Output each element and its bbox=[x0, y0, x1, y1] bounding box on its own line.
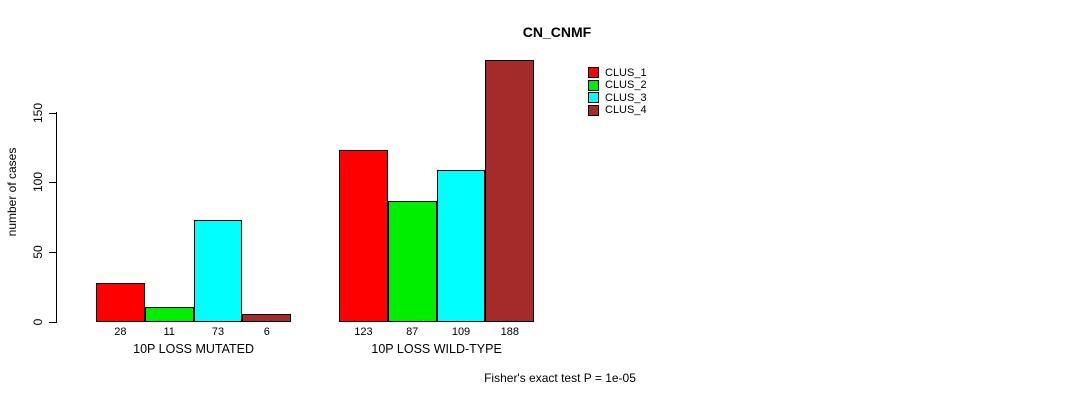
bar-value-label: 6 bbox=[263, 326, 270, 338]
legend-label: CLUS_4 bbox=[605, 104, 647, 117]
bar-clus_1-group1 bbox=[96, 282, 145, 322]
legend-swatch-icon bbox=[588, 92, 599, 104]
legend-item-clus_3: CLUS_3 bbox=[588, 91, 647, 104]
chart-title: CN_CNMF bbox=[522, 24, 592, 40]
y-tick-label: 150 bbox=[31, 102, 45, 123]
y-tick-label: 0 bbox=[31, 318, 45, 326]
y-tick-mark bbox=[49, 182, 57, 184]
legend-swatch-icon bbox=[588, 67, 599, 78]
group-label: 10P LOSS WILD-TYPE bbox=[371, 342, 502, 356]
y-tick-mark bbox=[49, 322, 57, 323]
bar-clus_4-group1 bbox=[242, 313, 292, 322]
legend-swatch-icon bbox=[588, 104, 599, 116]
bar-value-label: 73 bbox=[211, 326, 225, 338]
bar-value-label: 109 bbox=[451, 326, 471, 338]
bar-clus_2-group2 bbox=[387, 200, 437, 322]
bar-clus_2-group1 bbox=[144, 306, 194, 322]
bar-value-label: 11 bbox=[163, 326, 175, 338]
y-tick-mark bbox=[49, 252, 57, 254]
y-tick-label: 100 bbox=[31, 172, 45, 193]
legend-item-clus_4: CLUS_4 bbox=[588, 104, 647, 117]
bar-clus_1-group2 bbox=[339, 150, 388, 322]
legend-item-clus_2: CLUS_2 bbox=[588, 79, 647, 92]
y-axis-title: number of cases bbox=[5, 147, 19, 237]
bar-value-label: 123 bbox=[354, 326, 373, 338]
y-tick-mark bbox=[49, 112, 57, 114]
bar-clus_3-group1 bbox=[193, 220, 243, 322]
bar-clus_3-group2 bbox=[436, 169, 486, 322]
legend-item-clus_1: CLUS_1 bbox=[588, 66, 647, 79]
bar-clus_4-group2 bbox=[485, 59, 535, 322]
group-label: 10P LOSS MUTATED bbox=[133, 342, 255, 356]
bar-value-label: 188 bbox=[500, 326, 519, 338]
legend-swatch-icon bbox=[588, 79, 599, 91]
bar-value-label: 87 bbox=[406, 326, 419, 338]
footer-annotation: Fisher's exact test P = 1e-05 bbox=[484, 371, 636, 385]
y-tick-label: 50 bbox=[31, 245, 45, 259]
bar-value-label: 28 bbox=[114, 326, 127, 338]
y-axis-line bbox=[56, 112, 57, 323]
legend-label: CLUS_2 bbox=[605, 79, 647, 92]
legend-label: CLUS_3 bbox=[605, 91, 647, 104]
legend-label: CLUS_1 bbox=[605, 66, 647, 79]
